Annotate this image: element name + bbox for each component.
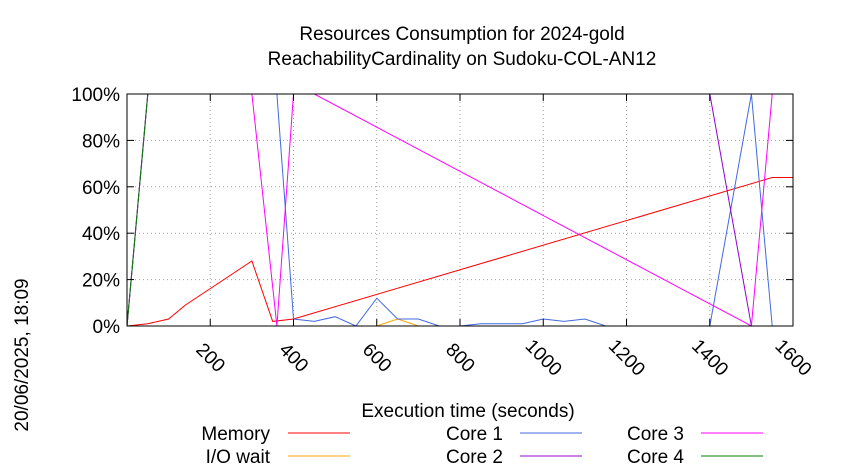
x-tick-label: 200 <box>192 339 229 376</box>
x-tick-label: 800 <box>441 339 478 376</box>
y-tick-label: 80% <box>82 131 120 152</box>
legend-label-core-3: Core 3 <box>627 424 684 445</box>
legend-label-core-1: Core 1 <box>446 424 503 445</box>
x-tick-label: 400 <box>275 339 312 376</box>
x-tick-label: 1000 <box>521 336 566 381</box>
x-tick-label: 1400 <box>687 336 732 381</box>
x-tick-label: 1200 <box>604 336 649 381</box>
legend-label-memory: Memory <box>201 424 270 445</box>
grid-lines <box>127 93 794 327</box>
x-tick-label: 1600 <box>771 336 816 381</box>
y-tick-label: 0% <box>93 317 121 338</box>
y-tick-label: 20% <box>82 271 120 292</box>
legend-label-core-4: Core 4 <box>627 447 684 468</box>
chart-subtitle: ReachabilityCardinality on Sudoku-COL-AN… <box>268 49 657 70</box>
y-tick-label: 60% <box>82 178 120 199</box>
y-tick-label: 40% <box>82 224 120 245</box>
x-tick-label: 600 <box>358 339 395 376</box>
legend-label-i-o-wait: I/O wait <box>206 447 271 468</box>
x-axis-label: Execution time (seconds) <box>361 401 574 422</box>
series-line-core-3 <box>126 93 773 327</box>
side-timestamp: 20/06/2025, 18:09 <box>12 278 33 431</box>
chart-title: Resources Consumption for 2024-gold <box>299 24 624 45</box>
series-line-core-2 <box>126 93 773 327</box>
series-line-memory <box>126 177 793 327</box>
legend-label-core-2: Core 2 <box>446 447 503 468</box>
y-tick-label: 100% <box>71 85 120 106</box>
